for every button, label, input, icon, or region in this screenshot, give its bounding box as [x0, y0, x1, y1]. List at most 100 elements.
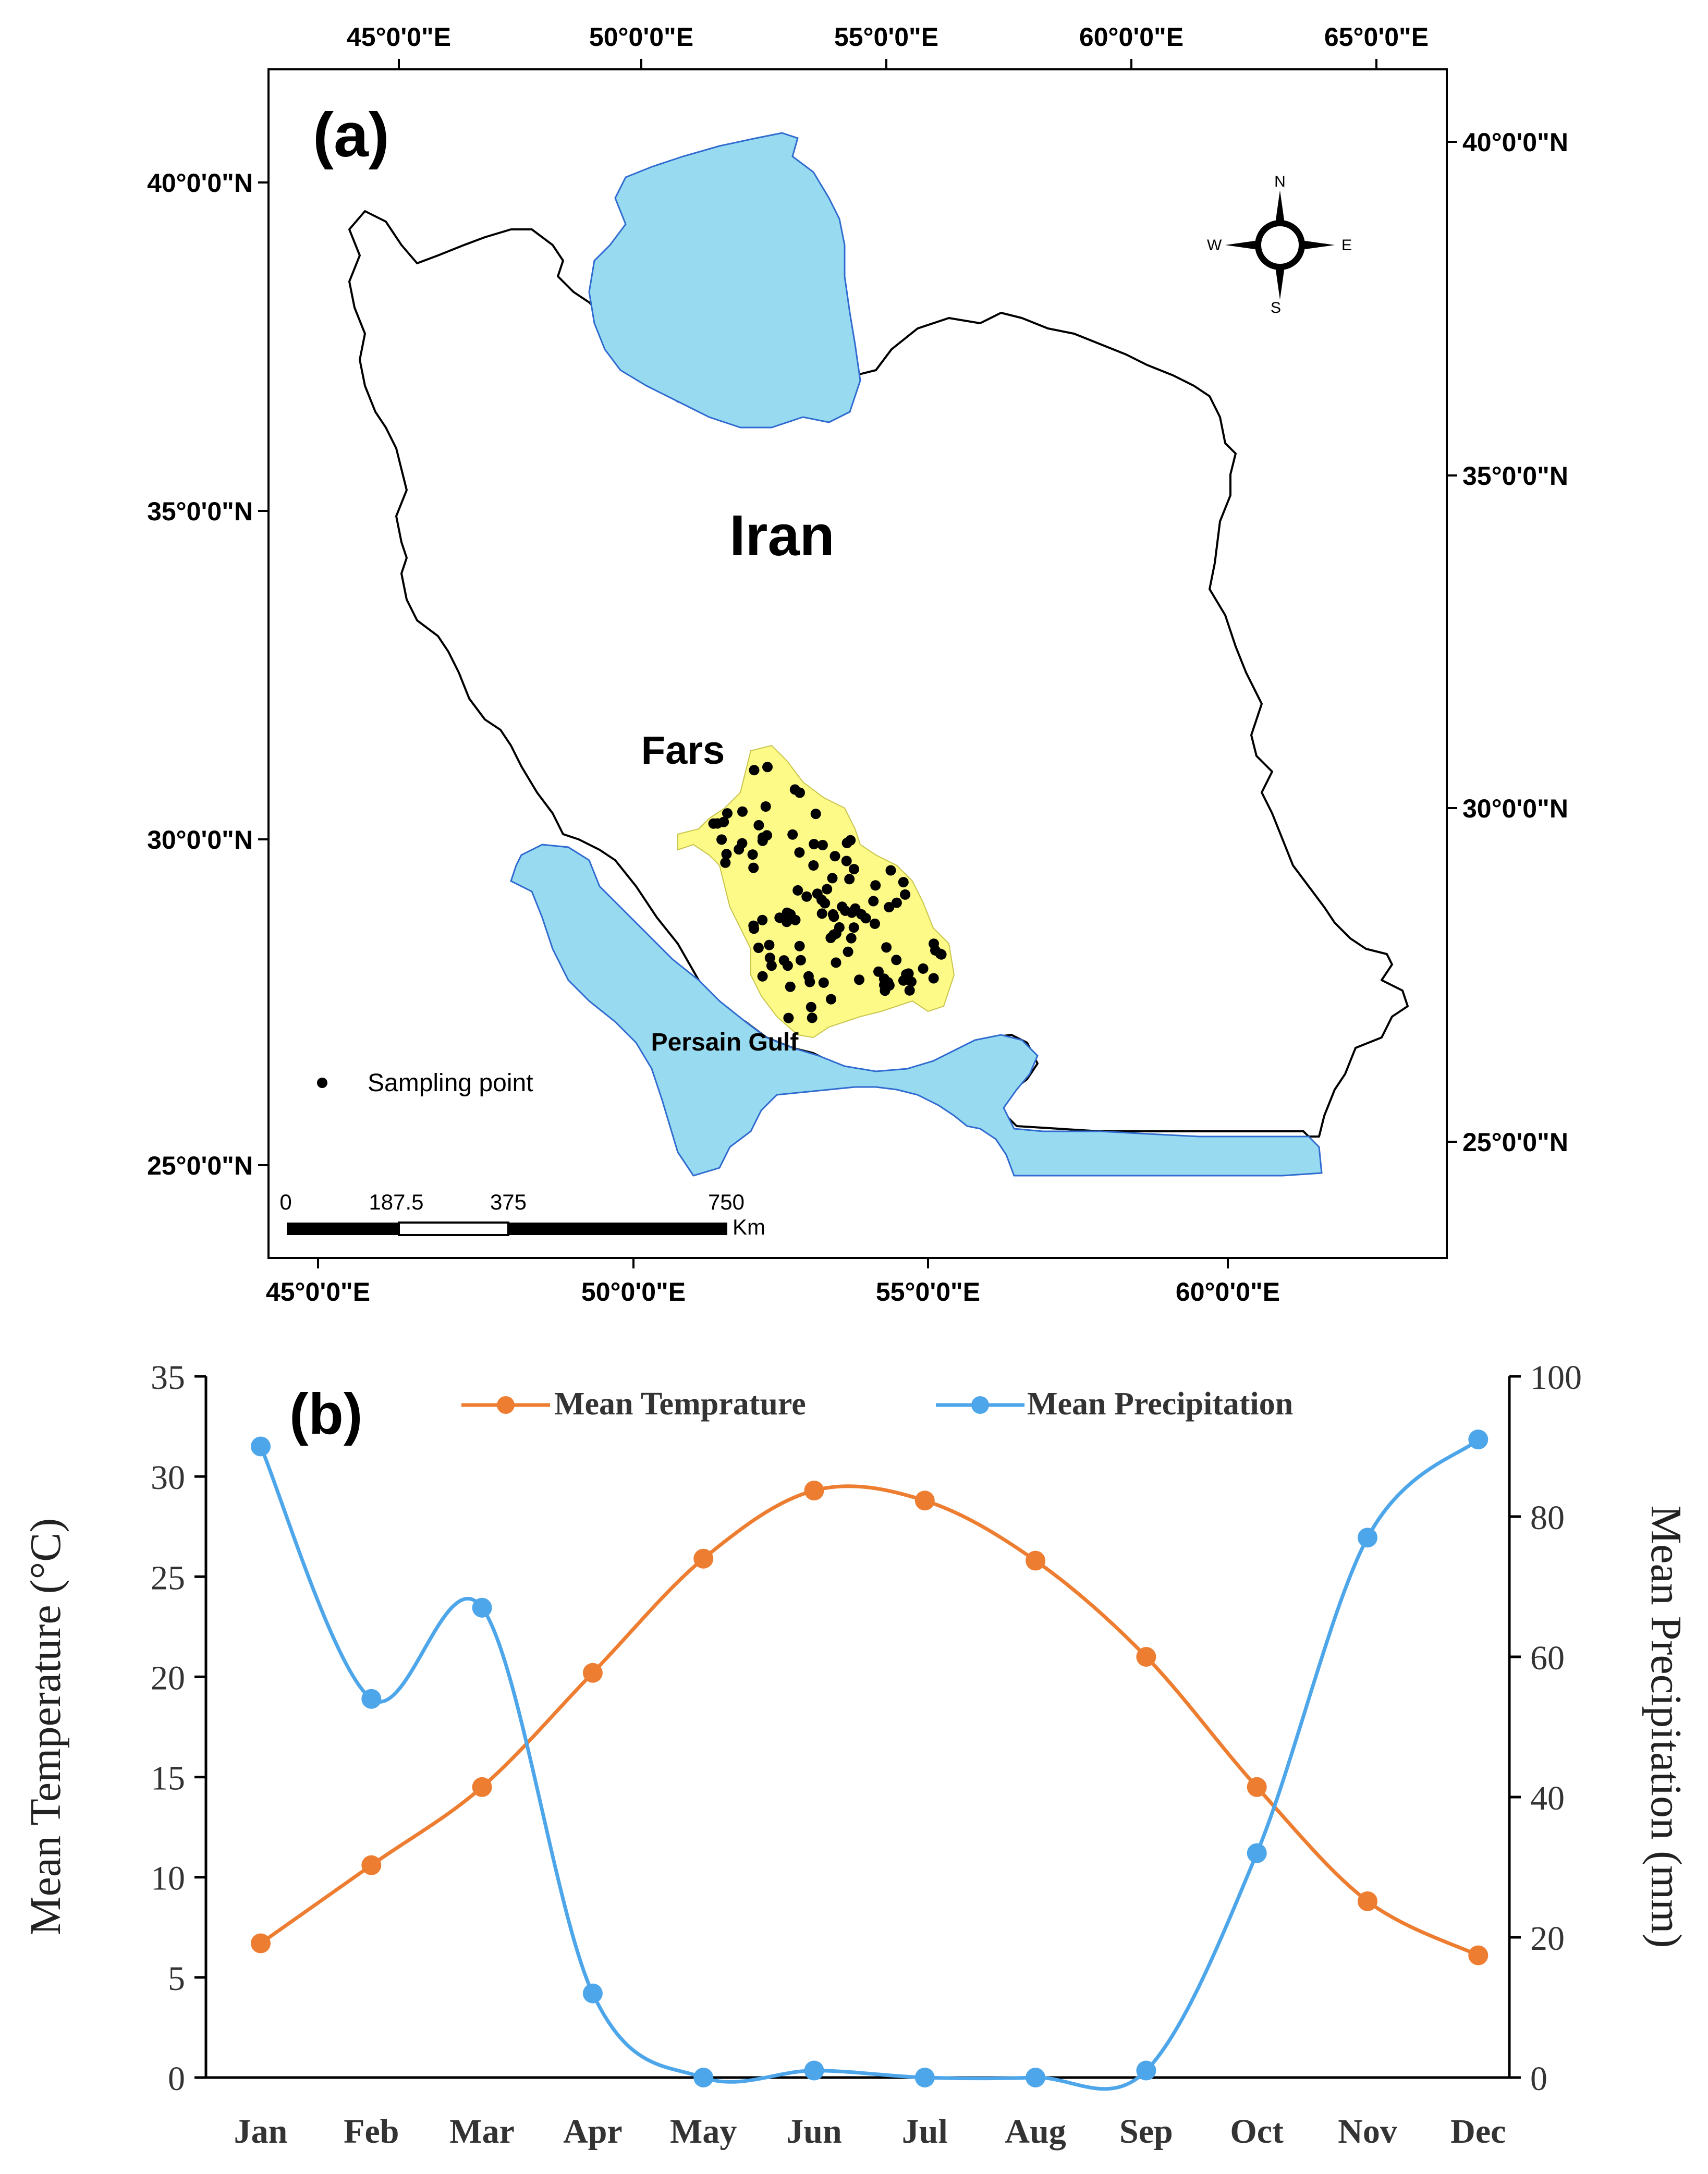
- precipitation-point: [804, 2060, 824, 2081]
- left-y-tick-label: 25: [151, 1559, 185, 1597]
- left-latitude-labels: 40°0'0"N 35°0'0"N 30°0'0"N 25°0'0"N: [147, 168, 253, 1180]
- north-arrow-icon: N S E W: [1207, 173, 1352, 316]
- sampling-point: [817, 840, 828, 850]
- x-tick-label: Nov: [1338, 2112, 1397, 2151]
- scale-unit: Km: [733, 1215, 765, 1239]
- sampling-point: [831, 957, 841, 968]
- map-tick-marks: [258, 59, 1457, 1268]
- sampling-point: [748, 862, 759, 873]
- compass-w-label: W: [1207, 237, 1222, 254]
- x-tick-label: Feb: [344, 2112, 399, 2151]
- sampling-point: [816, 908, 827, 919]
- sampling-point: [721, 849, 732, 860]
- bottom-lon-tick-50: 50°0'0"E: [581, 1277, 686, 1306]
- sampling-point: [795, 955, 806, 966]
- x-tick-label: Jul: [902, 2112, 948, 2151]
- sampling-point: [753, 820, 764, 830]
- sampling-point: [748, 920, 759, 931]
- left-lat-tick-30: 30°0'0"N: [147, 825, 253, 854]
- right-y-tick-label: 0: [1530, 2060, 1547, 2098]
- sampling-point: [718, 816, 729, 827]
- map-panel: 45°0'0"E 50°0'0"E 55°0'0"E 60°0'0"E 65°0…: [147, 22, 1568, 1306]
- legend-label: Sampling point: [368, 1069, 533, 1097]
- temperature-point: [1247, 1777, 1267, 1797]
- sampling-point: [873, 966, 884, 977]
- sampling-point: [760, 801, 771, 812]
- sampling-point: [818, 977, 829, 988]
- sampling-point: [766, 960, 777, 971]
- gulf-label: Persain Gulf: [651, 1029, 799, 1056]
- compass-s-label: S: [1271, 299, 1281, 316]
- temperature-point: [1358, 1891, 1377, 1911]
- precipitation-point: [1358, 1528, 1377, 1548]
- sampling-point: [757, 914, 768, 925]
- temperature-point: [1026, 1550, 1046, 1571]
- sampling-point: [834, 922, 845, 933]
- scale-tick-0: 0: [279, 1190, 291, 1214]
- sampling-point: [806, 1001, 816, 1012]
- sampling-point: [764, 952, 775, 963]
- sampling-point: [792, 885, 803, 896]
- sampling-point: [812, 888, 823, 899]
- chart-panel-label: (b): [289, 1382, 362, 1446]
- precipitation-point: [582, 1983, 603, 2004]
- sampling-point: [762, 762, 773, 773]
- top-lon-tick-65: 65°0'0"E: [1324, 22, 1429, 52]
- temperature-point: [1136, 1647, 1156, 1667]
- legend-precipitation-label: Mean Precipitation: [1027, 1386, 1293, 1422]
- sampling-point: [849, 864, 859, 875]
- sampling-point: [822, 884, 833, 895]
- precipitation-series-line: [259, 1438, 1480, 2091]
- top-longitude-labels: 45°0'0"E 50°0'0"E 55°0'0"E 60°0'0"E 65°0…: [347, 22, 1429, 52]
- sampling-point: [918, 963, 929, 974]
- right-y-ticks: 0 20 40 60 80 100: [1509, 1359, 1582, 2098]
- sampling-point: [716, 834, 727, 845]
- right-latitude-labels: 40°0'0"N 35°0'0"N 30°0'0"N 25°0'0"N: [1462, 128, 1568, 1157]
- map-panel-label: (a): [313, 100, 389, 170]
- sampling-point: [720, 857, 731, 868]
- bottom-lon-tick-55: 55°0'0"E: [876, 1277, 980, 1306]
- x-ticks: Jan Feb Mar Apr May Jun Jul Aug Sep Oct Nov Dec: [234, 2112, 1506, 2151]
- x-tick-label: Apr: [563, 2112, 623, 2151]
- sampling-point: [794, 941, 805, 951]
- sampling-point: [795, 787, 805, 798]
- compass-n-label: N: [1274, 173, 1286, 190]
- sampling-point: [854, 974, 864, 985]
- sampling-points: [708, 762, 947, 1023]
- sampling-point: [868, 896, 879, 907]
- scale-tick-375: 375: [490, 1190, 527, 1214]
- bottom-lon-tick-60: 60°0'0"E: [1176, 1277, 1280, 1306]
- right-y-tick-label: 80: [1530, 1499, 1565, 1537]
- scale-bar: 0 187.5 375 750 Km: [279, 1190, 765, 1239]
- sampling-point: [846, 907, 857, 918]
- province-label-fars: Fars: [641, 728, 725, 773]
- sampling-point: [860, 913, 871, 924]
- top-lon-tick-50: 50°0'0"E: [589, 22, 693, 52]
- sampling-point: [764, 939, 775, 950]
- precipitation-point: [1247, 1843, 1267, 1863]
- persian-gulf: [510, 844, 1323, 1177]
- sampling-point: [829, 851, 840, 862]
- left-lat-tick-40: 40°0'0"N: [147, 168, 253, 198]
- sampling-point: [783, 1012, 794, 1023]
- sampling-point: [794, 847, 805, 858]
- legend-temperature-marker: [497, 1396, 515, 1414]
- sampling-point: [708, 818, 719, 829]
- climate-chart: 0 5 10 15 20 25 30 35 0 20 40 60 80 100 Jan Feb Mar Apr…: [21, 1359, 1690, 2151]
- sampling-point: [737, 806, 748, 817]
- compass-e-label: E: [1341, 237, 1352, 254]
- right-lat-tick-35: 35°0'0"N: [1462, 461, 1568, 491]
- x-tick-label: Jan: [234, 2112, 288, 2151]
- right-y-axis-title: Mean Precipitation (mm): [1642, 1505, 1690, 1948]
- right-y-tick-label: 100: [1530, 1359, 1582, 1397]
- sampling-point: [841, 856, 852, 866]
- right-y-tick-label: 40: [1530, 1779, 1565, 1817]
- temperature-point: [693, 1548, 714, 1569]
- sampling-point: [734, 844, 745, 855]
- right-y-tick-label: 20: [1530, 1920, 1565, 1958]
- left-lat-tick-35: 35°0'0"N: [147, 497, 253, 526]
- sampling-point: [936, 949, 947, 960]
- precipitation-point: [914, 2068, 935, 2087]
- right-lat-tick-40: 40°0'0"N: [1462, 128, 1568, 157]
